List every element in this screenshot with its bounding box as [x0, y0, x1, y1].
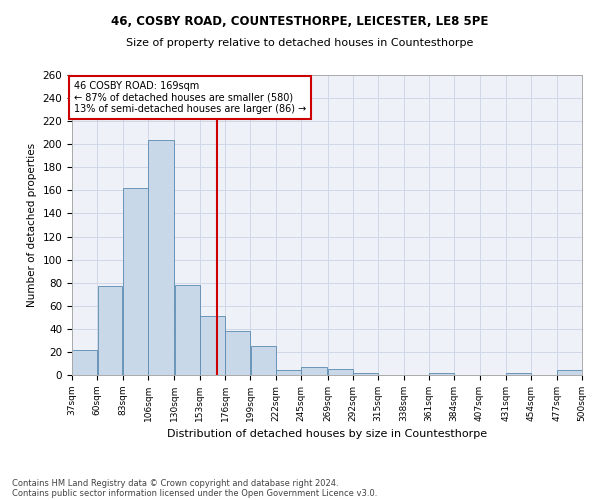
- Y-axis label: Number of detached properties: Number of detached properties: [27, 143, 37, 307]
- Bar: [429, 372, 454, 375]
- Bar: [148, 140, 174, 375]
- Bar: [200, 316, 225, 375]
- Text: 46, COSBY ROAD, COUNTESTHORPE, LEICESTER, LE8 5PE: 46, COSBY ROAD, COUNTESTHORPE, LEICESTER…: [112, 15, 488, 28]
- Bar: [353, 372, 378, 375]
- Bar: [276, 370, 301, 375]
- Bar: [251, 346, 275, 375]
- Bar: [72, 350, 97, 375]
- Text: Contains HM Land Registry data © Crown copyright and database right 2024.: Contains HM Land Registry data © Crown c…: [12, 478, 338, 488]
- Bar: [557, 370, 582, 375]
- Bar: [506, 372, 531, 375]
- Bar: [123, 188, 148, 375]
- Bar: [328, 369, 353, 375]
- Bar: [301, 367, 327, 375]
- Bar: [175, 285, 200, 375]
- Bar: [226, 331, 250, 375]
- Bar: [98, 286, 122, 375]
- Text: Contains public sector information licensed under the Open Government Licence v3: Contains public sector information licen…: [12, 488, 377, 498]
- X-axis label: Distribution of detached houses by size in Countesthorpe: Distribution of detached houses by size …: [167, 430, 487, 440]
- Text: 46 COSBY ROAD: 169sqm
← 87% of detached houses are smaller (580)
13% of semi-det: 46 COSBY ROAD: 169sqm ← 87% of detached …: [74, 81, 307, 114]
- Text: Size of property relative to detached houses in Countesthorpe: Size of property relative to detached ho…: [127, 38, 473, 48]
